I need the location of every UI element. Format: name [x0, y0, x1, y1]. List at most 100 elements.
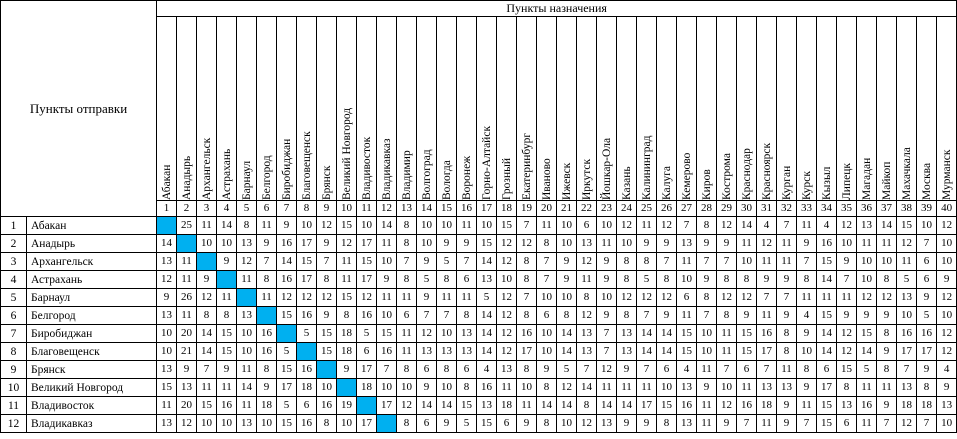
value-cell: 14	[816, 270, 837, 289]
value-cell: 13	[496, 360, 517, 379]
value-cell: 10	[476, 216, 497, 235]
value-cell: 8	[576, 288, 597, 307]
diagonal-cell	[236, 288, 257, 307]
value-cell: 15	[336, 216, 357, 235]
value-cell: 8	[336, 306, 357, 325]
value-cell: 8	[396, 360, 417, 379]
value-cell: 10	[416, 234, 437, 253]
value-cell: 12	[836, 342, 857, 361]
value-cell: 8	[556, 306, 577, 325]
value-cell: 6	[356, 342, 377, 361]
value-cell: 18	[496, 396, 517, 415]
value-cell: 16	[256, 342, 277, 361]
column-number: 38	[896, 200, 917, 217]
value-cell: 8	[656, 270, 677, 289]
destination-name-header: Анадырь	[176, 16, 197, 201]
value-cell: 9	[556, 270, 577, 289]
value-cell: 10	[796, 342, 817, 361]
value-cell: 12	[416, 324, 437, 343]
value-cell: 12	[656, 288, 677, 307]
value-cell: 12	[156, 270, 177, 289]
destination-name-header: Курск	[796, 16, 817, 201]
value-cell: 14	[816, 342, 837, 361]
value-cell: 11	[436, 288, 457, 307]
value-cell: 14	[376, 216, 397, 235]
column-number: 27	[676, 200, 697, 217]
value-cell: 5	[276, 342, 297, 361]
column-number: 29	[716, 200, 737, 217]
value-cell: 11	[596, 378, 617, 397]
value-cell: 14	[476, 252, 497, 271]
value-cell: 10	[376, 306, 397, 325]
value-cell: 5	[296, 324, 317, 343]
destination-name: Благовещенск	[300, 131, 313, 200]
column-number: 8	[296, 200, 317, 217]
value-cell: 11	[516, 396, 537, 415]
destination-name-header: Иркутск	[576, 16, 597, 201]
value-cell: 10	[296, 216, 317, 235]
value-cell: 11	[676, 252, 697, 271]
destination-name: Екатеринбург	[520, 132, 533, 200]
value-cell: 11	[596, 234, 617, 253]
value-cell: 12	[596, 360, 617, 379]
value-cell: 8	[616, 306, 637, 325]
value-cell: 12	[236, 252, 257, 271]
value-cell: 14	[556, 396, 577, 415]
value-cell: 4	[676, 360, 697, 379]
value-cell: 16	[856, 396, 877, 415]
value-cell: 8	[616, 270, 637, 289]
value-cell: 9	[556, 252, 577, 271]
value-cell: 13	[676, 234, 697, 253]
value-cell: 11	[796, 396, 817, 415]
value-cell: 9	[776, 414, 797, 433]
destination-name-header: Владикавказ	[376, 16, 397, 201]
value-cell: 12	[896, 414, 917, 433]
value-cell: 15	[356, 252, 377, 271]
destination-name-header: Кострома	[716, 16, 737, 201]
destination-name-header: Биробиджан	[276, 16, 297, 201]
value-cell: 13	[436, 342, 457, 361]
diagonal-cell	[176, 234, 197, 253]
value-cell: 10	[516, 378, 537, 397]
destination-name: Калининград	[640, 135, 653, 200]
value-cell: 15	[376, 324, 397, 343]
destination-name: Владикавказ	[380, 138, 393, 200]
value-cell: 13	[935, 396, 957, 415]
value-cell: 11	[256, 288, 277, 307]
value-cell: 15	[676, 324, 697, 343]
value-cell: 8	[736, 270, 757, 289]
value-cell: 10	[556, 414, 577, 433]
value-cell: 14	[876, 216, 897, 235]
value-cell: 9	[216, 360, 237, 379]
value-cell: 13	[476, 270, 497, 289]
value-cell: 8	[776, 324, 797, 343]
value-cell: 8	[316, 414, 337, 433]
value-cell: 7	[716, 252, 737, 271]
value-cell: 17	[296, 234, 317, 253]
value-cell: 12	[496, 324, 517, 343]
value-cell: 15	[196, 396, 217, 415]
destination-name-header: Липецк	[836, 16, 857, 201]
value-cell: 8	[456, 306, 477, 325]
value-cell: 9	[596, 270, 617, 289]
value-cell: 13	[676, 414, 697, 433]
destination-name-header: Волгоград	[416, 16, 437, 201]
destination-name: Биробиджан	[280, 138, 293, 200]
value-cell: 13	[676, 378, 697, 397]
diagonal-cell	[316, 360, 337, 379]
value-cell: 7	[776, 216, 797, 235]
column-number: 6	[256, 200, 277, 217]
value-cell: 16	[376, 342, 397, 361]
value-cell: 8	[396, 234, 417, 253]
origin-name: Барнаул	[26, 288, 157, 307]
value-cell: 7	[576, 360, 597, 379]
value-cell: 9	[776, 396, 797, 415]
column-number: 17	[476, 200, 497, 217]
destination-names-row: Абакан Анадырь Архангельск Астрахань Барнаул…	[1, 16, 957, 201]
destination-name: Горно-Алтайск	[480, 125, 493, 200]
value-cell: 7	[736, 414, 757, 433]
destination-name: Владивосток	[360, 136, 373, 200]
value-cell: 11	[576, 270, 597, 289]
diagonal-cell	[256, 306, 277, 325]
destination-name: Йошкар-Ола	[600, 137, 613, 200]
